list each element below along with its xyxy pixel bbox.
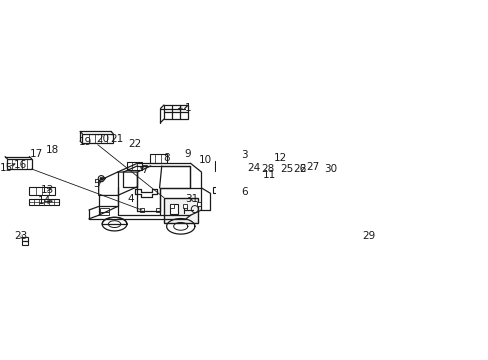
Bar	[155, 208, 160, 212]
Bar	[212, 187, 218, 193]
Text: 23: 23	[14, 231, 27, 241]
Text: 17: 17	[29, 149, 42, 159]
Text: 30: 30	[324, 165, 337, 174]
Text: 4: 4	[127, 194, 134, 203]
Text: 7: 7	[141, 165, 147, 175]
Bar	[7, 159, 32, 168]
Bar	[169, 204, 177, 213]
Text: 31: 31	[184, 194, 198, 204]
Text: 25: 25	[280, 165, 293, 174]
Text: 27: 27	[306, 162, 319, 172]
Bar	[100, 208, 109, 212]
Bar	[82, 134, 113, 143]
Text: 8: 8	[163, 153, 170, 163]
Bar	[264, 185, 269, 192]
Text: 1: 1	[184, 103, 191, 113]
Text: 28: 28	[261, 165, 274, 174]
Text: 14: 14	[38, 196, 51, 206]
Bar	[183, 204, 187, 208]
Text: 19: 19	[79, 137, 92, 147]
Text: 29: 29	[362, 231, 375, 242]
Bar	[140, 208, 144, 212]
Text: 16: 16	[14, 161, 27, 170]
Text: 3: 3	[241, 150, 247, 160]
Text: 18: 18	[46, 145, 59, 155]
Bar	[245, 185, 251, 192]
Text: 12: 12	[274, 153, 287, 163]
Polygon shape	[99, 172, 137, 195]
Text: 24: 24	[246, 163, 260, 173]
Bar	[29, 198, 59, 205]
Bar	[163, 105, 188, 119]
Text: 6: 6	[241, 187, 247, 197]
Text: 21: 21	[110, 134, 123, 144]
Bar	[224, 181, 230, 188]
Bar	[252, 185, 258, 192]
Bar	[242, 150, 248, 155]
Text: 13: 13	[41, 185, 54, 195]
Text: 10: 10	[198, 155, 211, 165]
Bar	[355, 237, 360, 245]
Bar	[214, 162, 226, 171]
Text: 22: 22	[128, 139, 142, 149]
Bar	[285, 186, 290, 193]
Bar	[274, 166, 298, 184]
Bar	[100, 212, 109, 215]
Text: 2: 2	[298, 164, 305, 174]
Text: 11: 11	[263, 170, 276, 180]
Bar	[149, 154, 166, 163]
Bar	[233, 185, 239, 192]
Circle shape	[100, 177, 102, 180]
Bar	[29, 187, 55, 195]
Text: 26: 26	[293, 165, 306, 174]
Text: 9: 9	[184, 149, 191, 159]
Bar	[22, 237, 27, 245]
Bar	[127, 162, 142, 170]
Bar	[169, 204, 174, 208]
Text: 5: 5	[93, 179, 99, 189]
Bar	[230, 156, 238, 164]
Text: 20: 20	[96, 134, 109, 144]
Bar	[197, 202, 201, 206]
Text: 15: 15	[0, 163, 13, 173]
Bar	[163, 198, 198, 223]
